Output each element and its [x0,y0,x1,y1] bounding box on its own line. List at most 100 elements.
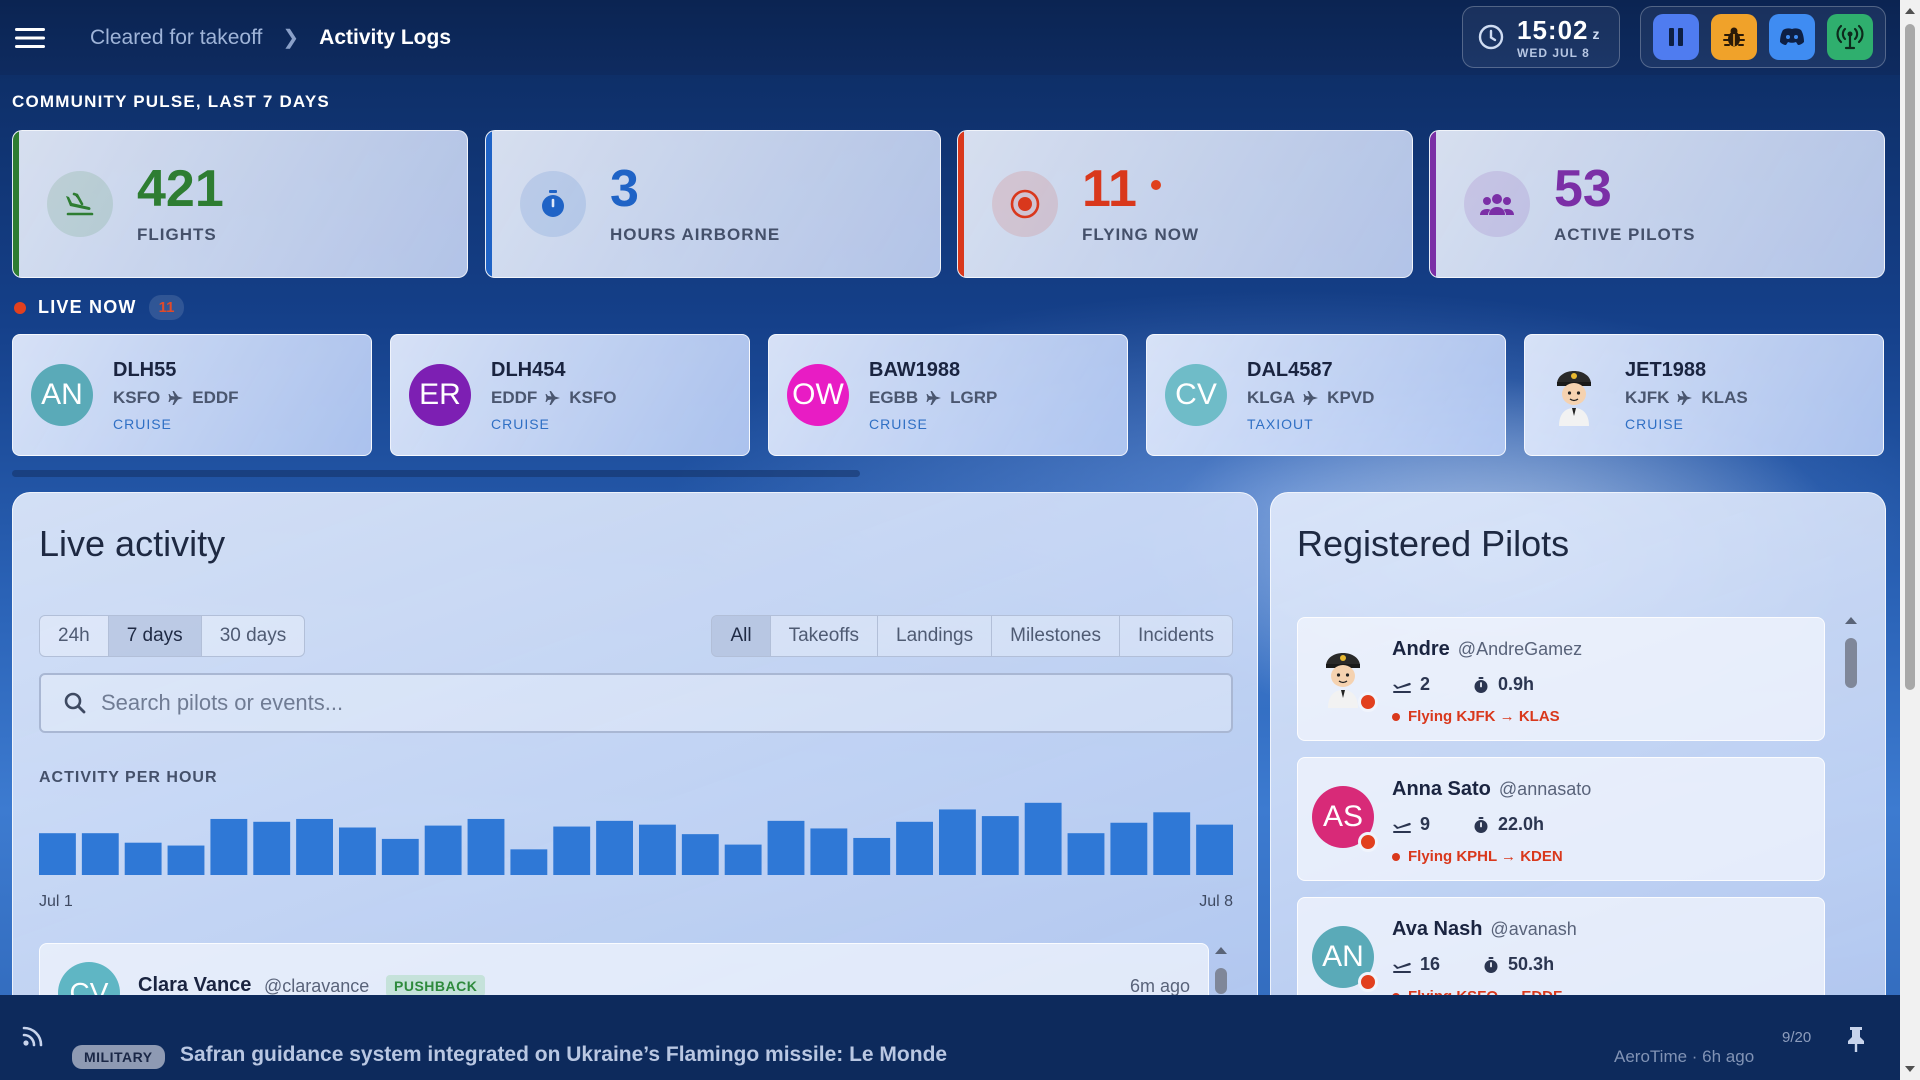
pin-button[interactable] [1844,1025,1870,1053]
stat-value-hours-airborne: 3 [610,160,639,218]
chart-bar [639,824,676,875]
community-pulse-title: COMMUNITY PULSE, LAST 7 DAYS [12,92,330,111]
menu-button[interactable] [0,0,60,75]
pilot-name: Ava Nash [1392,918,1483,940]
chart-bar [596,820,633,875]
activity-feed-scrollbar[interactable] [1211,943,1231,1003]
chart-bar [124,842,162,875]
chart-bar [1024,802,1062,875]
avatar [1312,646,1374,708]
scrollbar-thumb[interactable] [1215,968,1227,994]
range-option[interactable]: 30 days [219,625,287,646]
chart-bar [553,826,591,875]
search-icon [64,692,86,714]
live-flight-card[interactable]: JET1988 KJFK KLAS CRUISE [1524,334,1884,456]
chart-bar [724,844,762,875]
scroll-up-arrow-icon [1845,617,1857,624]
pause-icon [1669,28,1683,46]
live-flight-card[interactable]: CV DAL4587 KLGA KPVD TAXIOUT [1146,334,1506,456]
scrollbar-thumb[interactable] [1905,24,1915,690]
scroll-up-arrow-icon [1905,8,1915,14]
route-origin: EDDF [491,387,538,407]
filter-option[interactable]: Incidents [1137,625,1214,646]
airplane-icon [926,390,942,405]
stat-label-flying-now: FLYING NOW [1082,225,1200,244]
stopwatch-icon [1474,816,1488,833]
chart-bar [296,818,333,875]
pilots-scrollbar[interactable] [1841,613,1861,693]
discord-button[interactable] [1769,14,1815,60]
chart-title: ACTIVITY PER HOUR [39,769,218,786]
pilot-hours: 0.9h [1498,674,1535,694]
pilot-flight-count: 16 [1420,954,1441,974]
flight-takeoff-icon [1393,822,1411,833]
pilot-flying-status: Flying KJFK → KLAS [1408,708,1560,725]
chart-bar [1153,812,1191,875]
pilot-card[interactable]: Andre @AndreGamez 2 0.9h Flying KJFK → KL… [1297,617,1825,741]
route-destination: LGRP [950,387,998,407]
flight-callsign: BAW1988 [869,358,961,381]
pause-button[interactable] [1653,14,1699,60]
stat-value-flying-now: 11 [1082,160,1137,218]
broadcast-icon [1836,24,1864,50]
stat-icon-badge [992,171,1058,237]
pilot-handle: @annasato [1498,779,1592,799]
live-count-badge: 11 [148,295,185,320]
airplane-icon [545,390,561,405]
live-flight-card[interactable]: OW BAW1988 EGBB LGRP CRUISE [768,334,1128,456]
pilot-card[interactable]: AS Anna Sato @annasato 9 22.0h Flying KPH… [1297,757,1825,881]
pilot-avatar-icon [1557,371,1591,426]
avatar: OW [787,364,849,426]
live-now-header: LIVE NOW 11 [14,295,185,320]
filter-option[interactable]: Milestones [992,616,1120,656]
search-input[interactable] [101,690,1201,716]
chart-bar [81,833,119,875]
hamburger-icon [15,27,45,48]
scroll-up-arrow-icon [1215,947,1227,954]
stat-label-hours-airborne: HOURS AIRBORNE [610,225,781,244]
chart-bar [253,821,291,875]
feed-pilot-handle: @claravance [264,976,370,996]
stat-icon-badge [520,171,586,237]
pilot-name: Anna Sato [1392,778,1491,800]
news-headline-link[interactable]: Safran guidance system integrated on Ukr… [180,1043,948,1066]
route-origin: KSFO [113,387,161,407]
scrollbar-thumb[interactable] [1845,638,1857,688]
avatar: ER [409,364,471,426]
event-filter-selector: All Takeoffs Landings Milestones Incidents [711,615,1233,657]
live-flight-card[interactable]: AN DLH55 KSFO EDDF CRUISE [12,334,372,456]
bug-icon [1723,27,1745,47]
range-option[interactable]: 24h [40,616,109,656]
bug-report-button[interactable] [1711,14,1757,60]
page-scrollbar[interactable] [1900,0,1920,1080]
chart-bar [896,821,933,875]
stat-card-hours-airborne: 3 HOURS AIRBORNE [485,130,941,278]
flight-phase: CRUISE [869,415,928,432]
broadcast-button[interactable] [1827,14,1873,60]
breadcrumb: Cleared for takeoff ❯ Activity Logs [90,25,451,50]
filter-option[interactable]: Takeoffs [771,616,878,656]
breadcrumb-parent-link[interactable]: Cleared for takeoff [90,25,263,49]
range-option[interactable]: 7 days [108,616,202,656]
filter-option[interactable]: Landings [878,616,993,656]
filter-option[interactable]: All [712,616,771,656]
online-status-dot [1358,972,1378,992]
page-title: Activity Logs [319,25,452,49]
chart-bar [381,838,419,875]
news-category-badge: MILITARY [72,1045,165,1069]
stat-value-flights: 421 [137,160,224,218]
time-range-selector: 24h 7 days 30 days [39,615,306,657]
live-indicator-dot [1150,180,1161,190]
accent-bar [486,131,492,277]
search-field [39,673,1233,733]
chart-bar [210,818,248,875]
route-origin: KJFK [1625,387,1670,407]
chart-bar [810,828,848,875]
flight-route: KLGA KPVD [1247,388,1374,408]
live-flight-card[interactable]: ER DLH454 EDDF KSFO CRUISE [390,334,750,456]
flight-callsign: DLH55 [113,358,177,381]
airplane-icon [1677,390,1693,405]
live-activity-panel: Live activity 24h 7 days 30 days All Takeof… [12,492,1258,1032]
chart-bar [467,818,505,875]
live-flights-scrollbar[interactable] [12,470,860,477]
